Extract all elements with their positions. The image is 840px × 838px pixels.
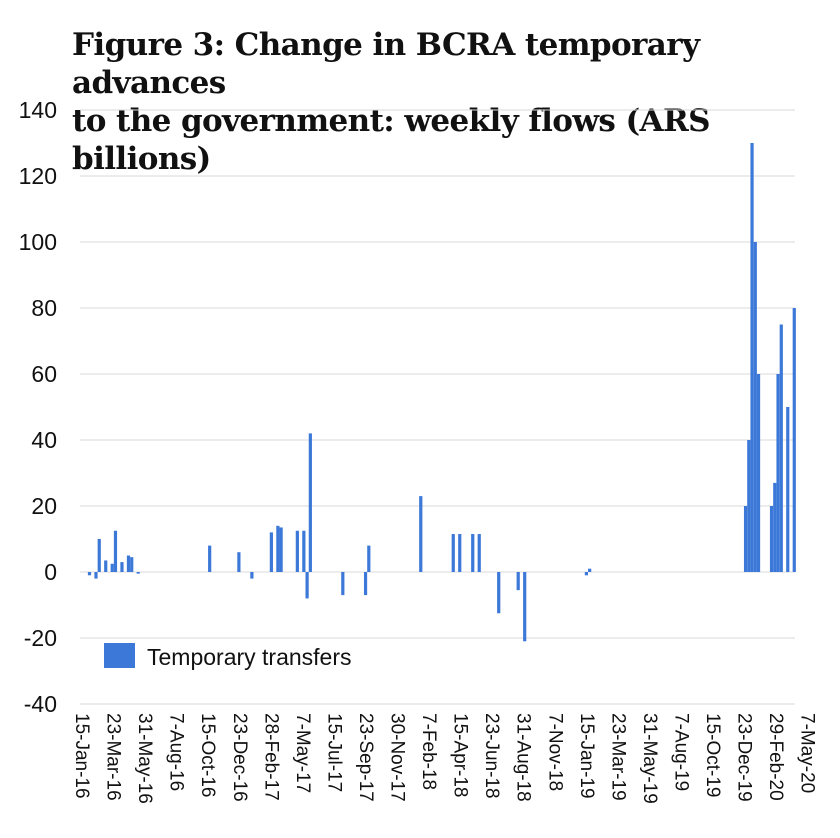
x-tick-label: 23-Mar-16 <box>103 713 124 801</box>
x-tick-label: 23-Sep-17 <box>355 713 376 802</box>
x-tick-label: 29-Feb-20 <box>765 713 786 801</box>
y-tick-label: 0 <box>44 559 57 585</box>
bar <box>756 374 761 572</box>
x-tick-label: 15-Oct-19 <box>702 713 723 797</box>
legend: Temporary transfers <box>104 643 352 670</box>
x-tick-label: 7-Nov-18 <box>544 713 565 791</box>
bar <box>110 563 114 572</box>
bar <box>776 374 780 572</box>
x-tick-label: 7-Aug-16 <box>166 713 187 791</box>
y-tick-label: 140 <box>19 97 57 123</box>
bar-series <box>87 143 796 642</box>
x-tick-label: 23-Dec-16 <box>229 713 250 802</box>
bar <box>367 545 371 572</box>
x-tick-label: 15-Jan-19 <box>576 713 597 799</box>
x-axis-ticks: 15-Jan-16 23-Mar-16 31-May-16 7-Aug-16 15-Oc… <box>71 713 818 804</box>
bar <box>773 482 777 572</box>
x-tick-label: 30-Nov-17 <box>387 713 408 802</box>
bar <box>471 534 475 572</box>
x-tick-label: 7-May-17 <box>292 713 313 793</box>
bar <box>305 572 309 599</box>
y-tick-label: 100 <box>19 229 57 255</box>
bar <box>497 572 501 614</box>
y-axis-ticks: -40 -20 0 20 40 60 80 100 120 140 <box>19 97 57 717</box>
y-tick-label: 40 <box>31 427 57 453</box>
legend-label: Temporary transfers <box>147 644 352 670</box>
x-tick-label: 7-Feb-18 <box>418 713 439 790</box>
x-tick-label: 15-Oct-16 <box>197 713 218 797</box>
bar <box>786 407 790 572</box>
y-tick-label: -20 <box>24 625 57 651</box>
chart-title: Figure 3: Change in BCRA temporary advan… <box>72 26 812 178</box>
x-tick-label: 15-Apr-18 <box>450 713 471 798</box>
bar <box>451 534 455 572</box>
bar <box>130 557 134 572</box>
bar <box>523 572 527 642</box>
bar <box>104 560 108 572</box>
bar <box>276 525 280 572</box>
bar <box>87 572 92 576</box>
bar <box>308 433 312 572</box>
bar <box>419 496 423 572</box>
y-tick-label: 20 <box>31 493 57 519</box>
gridlines <box>80 109 795 705</box>
x-tick-label: 31-May-19 <box>639 713 660 804</box>
bar <box>750 143 754 572</box>
bar <box>97 539 101 572</box>
bar <box>250 572 254 579</box>
y-tick-label: 80 <box>31 295 57 321</box>
bar <box>295 530 299 572</box>
bar <box>208 545 212 572</box>
bar <box>743 506 748 572</box>
bar <box>237 552 241 572</box>
bar <box>94 572 98 579</box>
y-tick-label: 120 <box>19 163 57 189</box>
x-tick-label: 31-May-16 <box>134 713 155 804</box>
chart-title-line-2: to the government: weekly flows (ARS bil… <box>72 103 711 177</box>
bar <box>753 242 757 572</box>
x-tick-label: 15-Jul-17 <box>323 713 344 792</box>
bar <box>779 324 783 572</box>
bar <box>269 532 273 572</box>
bar <box>588 568 592 572</box>
bar <box>120 562 124 572</box>
bar <box>584 572 589 576</box>
x-tick-label: 7-Aug-19 <box>670 713 691 791</box>
x-tick-label: 15-Jan-16 <box>71 713 92 799</box>
bar <box>516 572 520 591</box>
bar <box>769 506 774 572</box>
bar <box>302 530 306 572</box>
bar <box>136 572 140 574</box>
x-tick-label: 23-Mar-19 <box>607 713 628 801</box>
x-tick-label: 23-Jun-18 <box>481 713 502 799</box>
x-tick-label: 28-Feb-17 <box>260 713 281 801</box>
bar <box>477 534 481 572</box>
y-tick-label: -40 <box>24 691 57 717</box>
chart-title-line-1: Figure 3: Change in BCRA temporary advan… <box>72 27 700 101</box>
legend-swatch <box>104 643 135 668</box>
bar <box>458 534 462 572</box>
bar <box>747 440 751 572</box>
x-tick-label: 7-May-20 <box>797 713 818 793</box>
x-tick-label: 23-Dec-19 <box>734 713 755 802</box>
bar <box>363 572 368 596</box>
bar <box>792 308 796 572</box>
y-tick-label: 60 <box>31 361 57 387</box>
bar <box>279 527 283 572</box>
bar <box>126 555 131 572</box>
x-tick-label: 31-Aug-18 <box>513 713 534 802</box>
bar <box>341 572 345 596</box>
bar <box>113 530 118 572</box>
